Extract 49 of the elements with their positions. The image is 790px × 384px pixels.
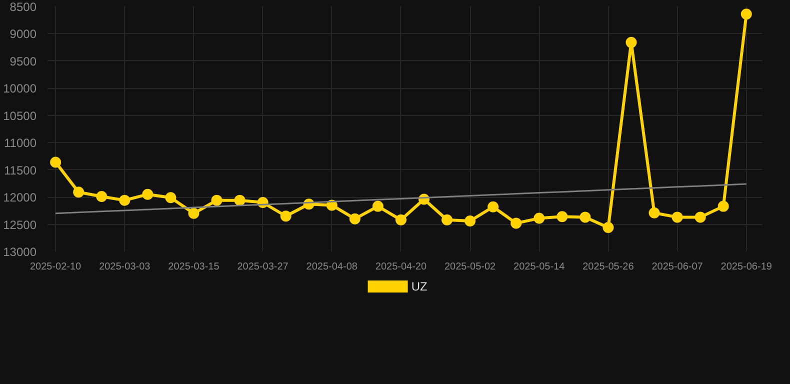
point xyxy=(50,156,62,168)
y-tick-label: 8500 xyxy=(10,0,37,14)
x-tick-label: 2025-03-03 xyxy=(99,262,151,272)
point xyxy=(96,191,108,202)
point xyxy=(211,194,222,206)
y-tick-label: 11000 xyxy=(4,136,37,150)
point xyxy=(694,212,706,223)
x-tick-label: 2025-06-07 xyxy=(652,262,704,272)
y-tick-label: 11500 xyxy=(4,163,37,178)
x-tick-label: 2025-02-10 xyxy=(30,262,82,272)
x-tick-label: 2025-03-27 xyxy=(237,262,289,272)
point xyxy=(626,36,637,48)
point xyxy=(740,8,752,20)
point xyxy=(395,214,406,226)
point xyxy=(142,188,154,200)
point xyxy=(580,212,591,223)
legend-label: UZ xyxy=(411,280,428,294)
x-tick-label: 2025-04-20 xyxy=(375,262,427,272)
point xyxy=(464,216,476,226)
y-tick-label: 12000 xyxy=(3,190,37,205)
point xyxy=(349,213,360,224)
point xyxy=(234,194,246,206)
x-tick-label: 2025-05-02 xyxy=(444,262,496,272)
y-tick-label: 12500 xyxy=(3,218,37,232)
point xyxy=(188,208,200,219)
point xyxy=(280,210,292,222)
point xyxy=(510,218,522,229)
y-tick-label: 10000 xyxy=(3,82,37,96)
point xyxy=(718,200,729,212)
point xyxy=(672,212,683,223)
y-tick-label: 13000 xyxy=(3,245,37,259)
y-tick-label: 9000 xyxy=(10,27,37,42)
point xyxy=(119,194,130,206)
x-tick-label: 2025-04-08 xyxy=(306,262,358,272)
point xyxy=(556,211,568,222)
y-tick-label: 9500 xyxy=(10,54,37,68)
point xyxy=(372,200,384,212)
x-tick-label: 2025-05-26 xyxy=(582,262,634,272)
point xyxy=(648,207,660,218)
x-tick-label: 2025-05-14 xyxy=(514,262,566,272)
x-tick-label: 2025-03-15 xyxy=(168,262,220,272)
point xyxy=(165,192,176,204)
x-tick-label: 2025-06-19 xyxy=(720,262,772,272)
point xyxy=(73,186,84,198)
y-tick-label: 10500 xyxy=(3,108,37,123)
point xyxy=(534,212,545,224)
point xyxy=(442,214,453,226)
point xyxy=(602,222,614,234)
point xyxy=(488,201,499,212)
